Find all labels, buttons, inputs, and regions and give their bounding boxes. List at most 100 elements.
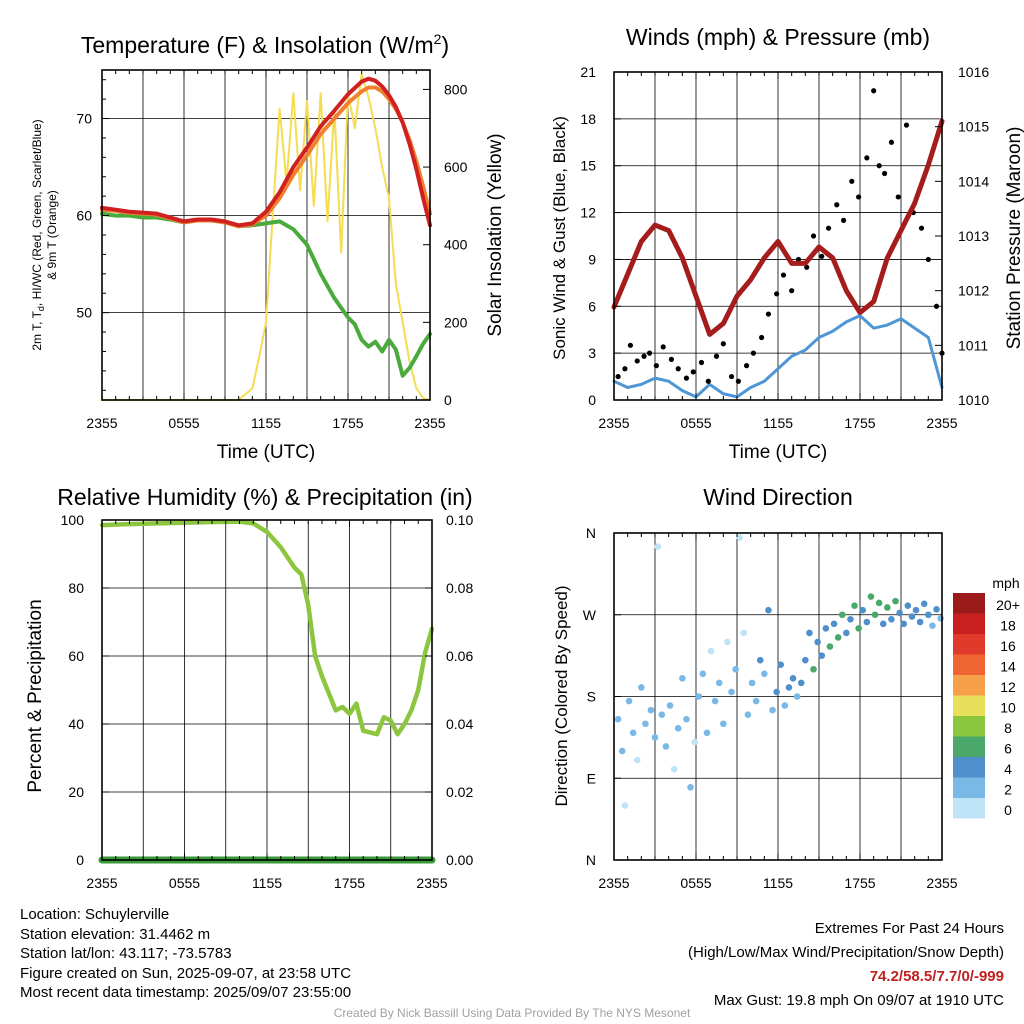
direction-point xyxy=(896,609,903,617)
gust-point xyxy=(864,155,870,161)
direction-point xyxy=(633,756,641,764)
gust-point xyxy=(933,303,940,309)
direction-point xyxy=(802,656,809,664)
direction-point xyxy=(691,738,698,746)
direction-point xyxy=(797,679,805,687)
x-tick-label: 2355 xyxy=(926,875,957,891)
colorbar-swatch xyxy=(953,736,985,757)
gust-point xyxy=(765,311,772,317)
direction-point xyxy=(810,665,817,673)
direction-point xyxy=(851,602,858,609)
direction-point xyxy=(855,625,862,632)
direction-point xyxy=(679,675,686,682)
x-tick-label: 2355 xyxy=(86,875,117,891)
y-tick-label: 80 xyxy=(68,580,84,596)
gust-point xyxy=(634,358,640,364)
station-latlon: Station lat/lon: 43.117; -73.5783 xyxy=(20,945,232,962)
direction-point xyxy=(728,688,735,696)
direction-point xyxy=(806,629,813,637)
colorbar-swatch xyxy=(953,634,985,655)
temp-ylabel-line2: & 9m T (Orange) xyxy=(45,190,59,280)
x-tick-label: 0555 xyxy=(680,415,711,431)
wind-title: Winds (mph) & Pressure (mb) xyxy=(626,24,930,50)
direction-point xyxy=(761,670,768,678)
wind-panel: Winds (mph) & Pressure (mb) 0 3 6 9 12 15 18 21… xyxy=(550,24,1024,463)
direction-point xyxy=(847,615,854,623)
temp-xlabel: Time (UTC) xyxy=(217,442,316,463)
y2-tick-label: 1015 xyxy=(958,119,989,135)
direction-point xyxy=(859,606,867,614)
temperature-panel: Temperature (F) & Insolation (W/m2) 50 60… xyxy=(30,31,506,463)
y2-tick-label: 200 xyxy=(444,314,468,330)
station-info: Location: Schuylerville Station elevatio… xyxy=(20,905,351,1003)
gust-point xyxy=(903,122,910,128)
y-tick-label: 40 xyxy=(68,716,84,732)
y-tick-label: E xyxy=(587,770,596,786)
direction-point xyxy=(744,711,752,718)
direction-point xyxy=(654,543,662,550)
direction-point xyxy=(781,702,789,709)
direction-point xyxy=(662,743,670,750)
temp-title: Temperature (F) & Insolation (W/m2) xyxy=(81,31,449,58)
y2-tick-label: 0.10 xyxy=(446,512,473,528)
wind-gridlines xyxy=(613,72,943,400)
direction-point xyxy=(863,618,871,626)
y2-tick-label: 1014 xyxy=(958,173,989,189)
direction-point xyxy=(777,661,785,669)
direction-point xyxy=(937,615,944,622)
colorbar-title: mph xyxy=(992,575,1019,591)
dir-series xyxy=(614,534,944,809)
recent-timestamp: Most recent data timestamp: 2025/09/07 2… xyxy=(20,984,352,1001)
direction-point xyxy=(892,597,899,605)
x-tick-label: 2355 xyxy=(926,415,957,431)
gust-point xyxy=(774,291,780,297)
gust-point xyxy=(728,373,735,380)
y-tick-label: 9 xyxy=(588,251,596,267)
gust-point xyxy=(641,353,647,359)
direction-point xyxy=(834,634,842,641)
y-tick-label: 60 xyxy=(68,648,84,664)
y2-tick-label: 1012 xyxy=(958,283,989,299)
extremes-title: Extremes For Past 24 Hours xyxy=(814,920,1004,937)
x-tick-label: 0555 xyxy=(680,875,711,891)
direction-point xyxy=(647,706,655,714)
direction-point xyxy=(904,602,912,609)
direction-point xyxy=(674,724,682,732)
y-tick-label: 3 xyxy=(588,345,596,361)
direction-point xyxy=(618,747,626,755)
direction-point xyxy=(683,715,690,723)
gust-point xyxy=(780,272,787,278)
direction-point xyxy=(629,729,637,737)
colorbar-swatch xyxy=(953,613,985,634)
colorbar-label: 0 xyxy=(1004,802,1012,818)
direction-point xyxy=(933,606,940,613)
x-tick-label: 2355 xyxy=(86,415,117,431)
wind-series xyxy=(611,88,945,399)
direction-point xyxy=(912,606,920,614)
temp-ylabel: 2m T, Td, HI/WC (Red, Green, Scarlet/Blu… xyxy=(30,119,46,350)
gust-point xyxy=(789,288,795,294)
direction-point xyxy=(715,679,723,687)
direction-point xyxy=(818,652,826,659)
colorbar-label: 20+ xyxy=(996,597,1020,613)
dir-title: Wind Direction xyxy=(703,484,853,510)
direction-point xyxy=(920,600,928,608)
direction-point xyxy=(838,611,846,619)
y-tick-label: 0 xyxy=(76,852,84,868)
colorbar-swatch xyxy=(953,593,985,614)
x-tick-label: 1155 xyxy=(252,875,282,891)
gust-point xyxy=(918,225,925,231)
direction-point xyxy=(789,675,797,682)
station-location: Location: Schuylerville xyxy=(20,906,170,923)
rh-title: Relative Humidity (%) & Precipitation (i… xyxy=(57,484,472,510)
direction-point xyxy=(830,620,838,628)
direction-point xyxy=(670,765,678,773)
y-tick-label: W xyxy=(583,607,597,623)
y-tick-label: 60 xyxy=(76,208,92,224)
direction-point xyxy=(724,638,731,646)
colorbar-swatch xyxy=(953,716,985,737)
colorbar-swatch xyxy=(953,675,985,696)
colorbar-swatch xyxy=(953,654,985,675)
direction-point xyxy=(793,693,801,700)
direction-point xyxy=(875,599,883,607)
